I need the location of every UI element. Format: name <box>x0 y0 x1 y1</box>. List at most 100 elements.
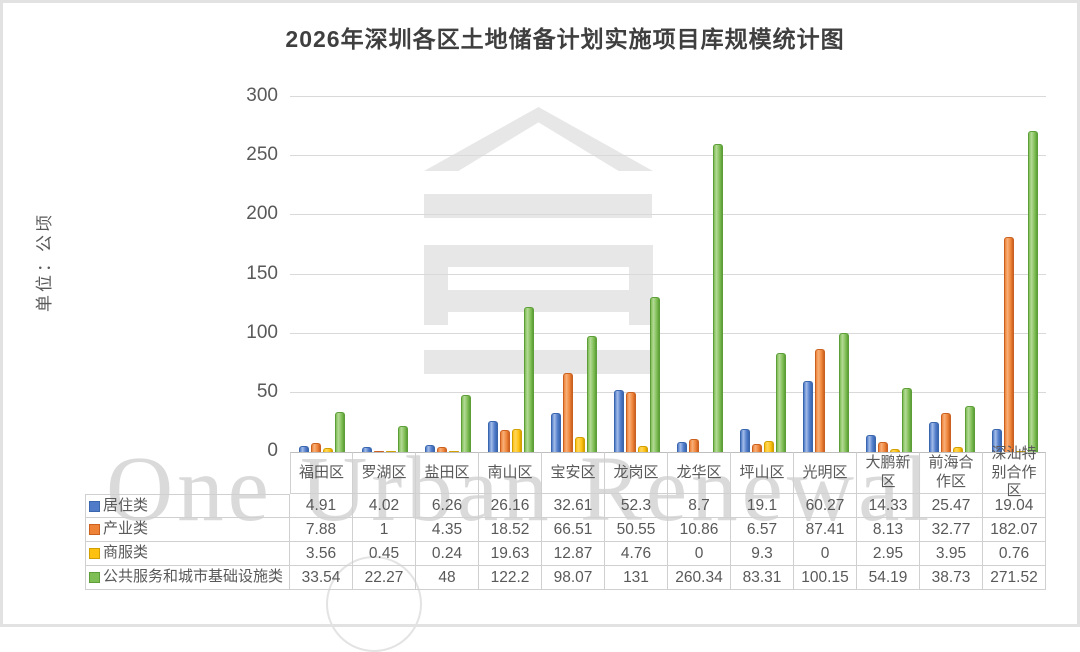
bar-商服类-大鹏新区 <box>889 449 900 452</box>
bar-group-坪山区 <box>731 97 794 452</box>
bar-group-宝安区 <box>542 97 605 452</box>
bar-产业类-宝安区 <box>562 373 573 452</box>
value-cell-产业类-龙华区: 10.86 <box>668 518 731 542</box>
chart-title: 2026年深圳各区土地储备计划实施项目库规模统计图 <box>285 26 845 52</box>
value-cell-产业类-南山区: 18.52 <box>479 518 542 542</box>
category-header-前海合作区: 前海合作区 <box>920 452 983 494</box>
bar-公共服务和城市基础设施类-前海合作区 <box>964 406 975 452</box>
watermark-building-logo <box>424 107 653 375</box>
bar-居住类-南山区 <box>487 421 498 452</box>
value-cell-公共服务和城市基础设施类-盐田区: 48 <box>416 566 479 590</box>
bar-产业类-前海合作区 <box>940 413 951 452</box>
legend-swatch-icon <box>89 524 100 535</box>
legend-cell-产业类: 产业类 <box>85 518 290 542</box>
legend-swatch-icon <box>89 548 100 559</box>
category-header-罗湖区: 罗湖区 <box>353 452 416 494</box>
y-axis-tick-label: 150 <box>246 262 278 284</box>
category-header-福田区: 福田区 <box>290 452 353 494</box>
bar-group-罗湖区 <box>353 97 416 452</box>
bar-商服类-南山区 <box>511 429 522 452</box>
y-axis-tick-label: 300 <box>246 85 278 106</box>
y-axis-tick-label: 0 <box>267 440 278 461</box>
value-cell-商服类-宝安区: 12.87 <box>542 542 605 566</box>
value-cell-居住类-龙岗区: 52.3 <box>605 494 668 518</box>
bar-产业类-福田区 <box>310 443 321 452</box>
bar-居住类-宝安区 <box>550 413 561 452</box>
bar-公共服务和城市基础设施类-坪山区 <box>775 353 786 452</box>
bar-公共服务和城市基础设施类-福田区 <box>334 412 345 452</box>
value-cell-商服类-龙华区: 0 <box>668 542 731 566</box>
value-cell-居住类-深汕特别合作区: 19.04 <box>983 494 1046 518</box>
bar-居住类-盐田区 <box>424 445 435 452</box>
gridline <box>290 96 1046 97</box>
value-cell-公共服务和城市基础设施类-南山区: 122.2 <box>479 566 542 590</box>
legend-cell-居住类: 居住类 <box>85 494 290 518</box>
bar-group-光明区 <box>794 97 857 452</box>
bar-居住类-前海合作区 <box>928 422 939 452</box>
bar-商服类-深汕特别合作区 <box>1015 451 1026 452</box>
bar-产业类-坪山区 <box>751 444 762 452</box>
y-axis-unit-label: 单位：公顷 <box>35 212 54 312</box>
bar-商服类-前海合作区 <box>952 447 963 452</box>
bar-商服类-罗湖区 <box>385 451 396 452</box>
value-cell-居住类-南山区: 26.16 <box>479 494 542 518</box>
value-cell-商服类-光明区: 0 <box>794 542 857 566</box>
bar-产业类-南山区 <box>499 430 510 452</box>
value-cell-公共服务和城市基础设施类-龙华区: 260.34 <box>668 566 731 590</box>
value-cell-居住类-大鹏新区: 14.33 <box>857 494 920 518</box>
bar-公共服务和城市基础设施类-龙华区 <box>712 144 723 452</box>
bar-居住类-深汕特别合作区 <box>991 429 1002 452</box>
value-cell-产业类-深汕特别合作区: 182.07 <box>983 518 1046 542</box>
value-cell-公共服务和城市基础设施类-深汕特别合作区: 271.52 <box>983 566 1046 590</box>
value-cell-居住类-坪山区: 19.1 <box>731 494 794 518</box>
y-axis-tick-label: 50 <box>256 380 278 402</box>
legend-cell-公共服务和城市基础设施类: 公共服务和城市基础设施类 <box>85 566 290 590</box>
value-cell-商服类-罗湖区: 0.45 <box>353 542 416 566</box>
gridline <box>290 332 1046 334</box>
bar-产业类-龙岗区 <box>625 392 636 452</box>
value-cell-产业类-大鹏新区: 8.13 <box>857 518 920 542</box>
bar-商服类-宝安区 <box>574 437 585 452</box>
bar-group-南山区 <box>479 97 542 452</box>
value-cell-居住类-宝安区: 32.61 <box>542 494 605 518</box>
value-cell-居住类-光明区: 60.27 <box>794 494 857 518</box>
bar-公共服务和城市基础设施类-盐田区 <box>460 395 471 452</box>
value-cell-产业类-宝安区: 66.51 <box>542 518 605 542</box>
logo-block-icon <box>424 245 653 325</box>
bar-公共服务和城市基础设施类-龙岗区 <box>649 297 660 452</box>
value-cell-商服类-盐田区: 0.24 <box>416 542 479 566</box>
bar-商服类-坪山区 <box>763 441 774 452</box>
bar-产业类-大鹏新区 <box>877 442 888 452</box>
bar-公共服务和城市基础设施类-大鹏新区 <box>901 388 912 452</box>
bar-居住类-龙华区 <box>676 442 687 452</box>
y-axis-tick-label: 200 <box>246 203 278 225</box>
value-cell-公共服务和城市基础设施类-福田区: 33.54 <box>290 566 353 590</box>
bar-group-龙岗区 <box>605 97 668 452</box>
plot-area <box>290 96 1046 452</box>
gridline <box>290 391 1046 393</box>
data-table: 福田区 罗湖区 盐田区 南山区 宝安区 龙岗区 龙华区 坪山区 光明区 大鹏新区 前海合作区 深汕特别… <box>85 445 1046 590</box>
value-cell-公共服务和城市基础设施类-罗湖区: 22.27 <box>353 566 416 590</box>
value-cell-产业类-罗湖区: 1 <box>353 518 416 542</box>
bar-group-福田区 <box>290 97 353 452</box>
value-cell-商服类-前海合作区: 3.95 <box>920 542 983 566</box>
bar-产业类-龙华区 <box>688 439 699 452</box>
value-cell-产业类-盐田区: 4.35 <box>416 518 479 542</box>
bar-group-大鹏新区 <box>857 97 920 452</box>
series-name: 商服类 <box>103 544 149 562</box>
category-header-龙岗区: 龙岗区 <box>605 452 668 494</box>
bar-商服类-福田区 <box>322 448 333 452</box>
value-cell-商服类-深汕特别合作区: 0.76 <box>983 542 1046 566</box>
value-cell-商服类-南山区: 19.63 <box>479 542 542 566</box>
series-name: 居住类 <box>103 496 149 514</box>
value-cell-公共服务和城市基础设施类-光明区: 100.15 <box>794 566 857 590</box>
value-cell-居住类-福田区: 4.91 <box>290 494 353 518</box>
value-cell-商服类-大鹏新区: 2.95 <box>857 542 920 566</box>
logo-base-bar-icon <box>424 350 650 374</box>
bar-居住类-罗湖区 <box>361 447 372 452</box>
logo-bar-icon <box>424 194 652 218</box>
bar-居住类-龙岗区 <box>613 390 624 452</box>
bar-居住类-坪山区 <box>739 429 750 452</box>
category-header-坪山区: 坪山区 <box>731 452 794 494</box>
bars-layer <box>290 97 1046 452</box>
